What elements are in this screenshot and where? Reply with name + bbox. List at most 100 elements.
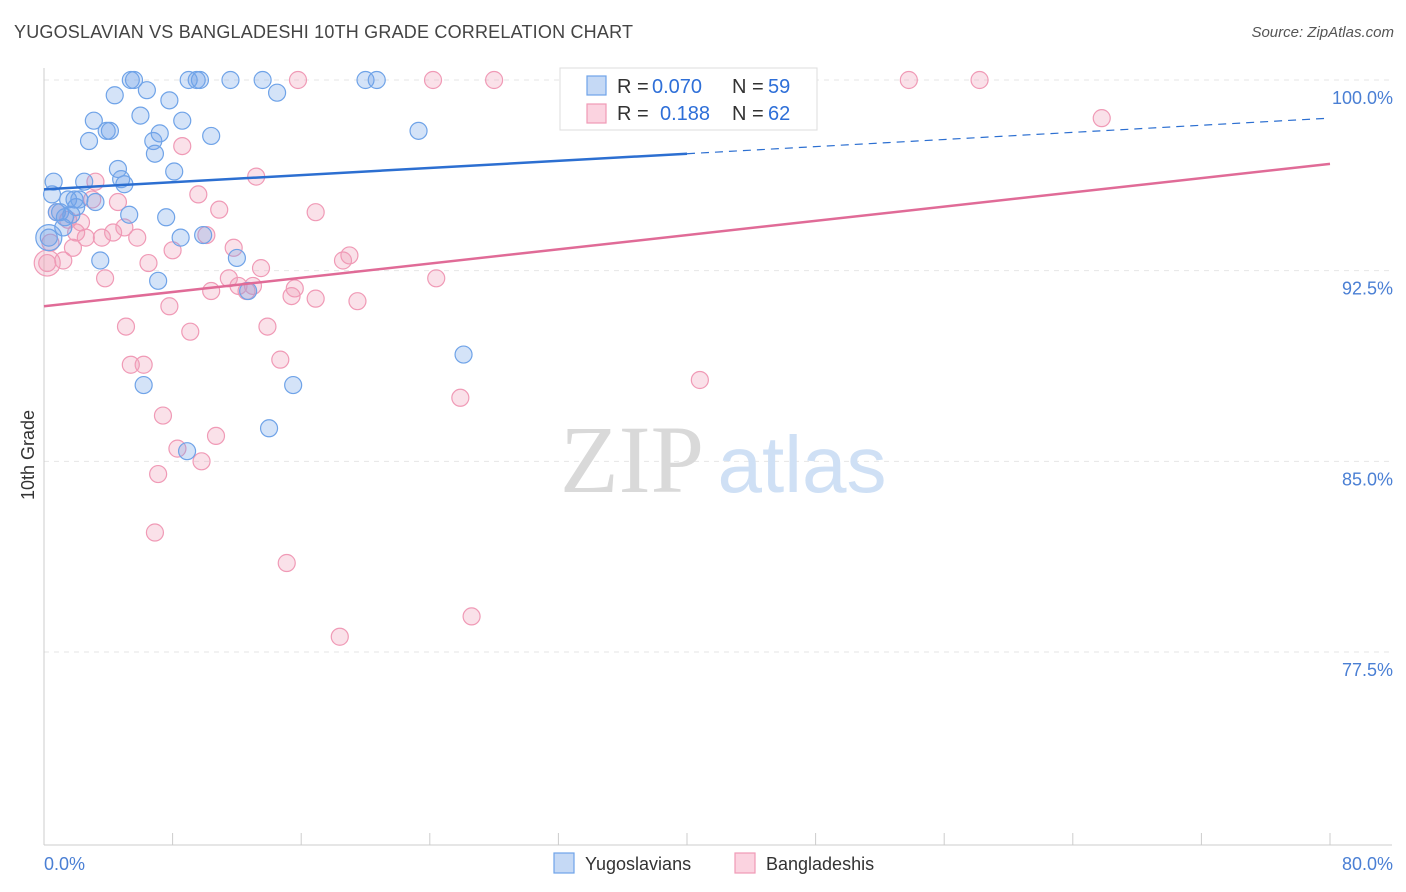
yugoslavian-point-53 [409,121,428,140]
axes [43,68,1392,846]
bangladeshi-point-54 [423,70,443,90]
y-tick-label-2: 92.5% [1342,279,1393,299]
yugoslavian-point-2 [44,172,63,191]
bangladeshi-point-21 [145,523,165,542]
bangladeshi-point-59 [690,370,709,390]
top-legend: R = 0.070 N = 59 R = 0.188 N = 62 [559,67,818,131]
bottom-legend-label-bangladeshis: Bangladeshis [766,854,874,874]
bangladeshi-point-29 [189,185,208,204]
bangladeshi-point-57 [462,607,481,626]
bangladeshi-point-11 [92,228,111,247]
bangladeshi-point-62 [1092,109,1111,128]
chart-source: Source: ZipAtlas.com [1251,24,1394,41]
chart-title: YUGOSLAVIAN VS BANGLADESHI 10TH GRADE CO… [14,22,634,42]
yugoslavian-trend-extension [686,117,1331,155]
bangladeshi-point-36 [224,238,243,257]
bangladeshi-point-5 [63,238,83,257]
yugoslavian-point-43 [202,126,221,146]
bangladeshi-point-52 [340,246,359,265]
bangladeshi-point-3 [54,251,73,270]
legend-n-label-blue: N = [732,76,764,98]
yugoslavian-trend-line [43,152,688,191]
bangladeshi-trend-line [43,162,1331,308]
yugoslavian-point-37 [173,111,192,130]
legend-r-label-pink: R = [617,103,649,125]
yugoslavian-point-9 [65,190,84,209]
yugoslavian-point-30 [145,144,165,163]
bangladeshi-point-13 [104,223,123,242]
yugoslavian-point-32 [150,124,169,143]
yugoslavian-point-48 [259,419,279,438]
yugoslavian-point-35 [165,162,184,181]
yugoslavian-point-28 [137,81,156,100]
y-tick-labels: 77.5% 85.0% 92.5% 100.0% [1332,88,1393,680]
y-tick-label-0: 77.5% [1342,660,1393,680]
x-tick-label-1: 80.0% [1342,854,1393,874]
yugoslavian-point-52 [367,70,386,90]
yugoslavian-point-31 [149,271,168,290]
yugoslavian-point-large [35,224,63,252]
yugoslavian-point-44 [221,70,240,90]
yugoslavian-point-14 [84,111,103,130]
bangladeshi-point-28 [181,322,200,341]
bangladeshi-point-46 [288,70,308,90]
bangladeshi-point-16 [116,317,136,336]
bangladeshi-point-44 [277,553,296,573]
bottom-legend-label-yugoslavians: Yugoslavians [585,854,691,874]
legend-swatch-blue [586,75,607,96]
bangladeshi-point-41 [251,259,271,278]
bangladeshi-point-43 [271,350,290,369]
bangladeshi-point-49 [306,203,325,222]
x-tick-label-0: 0.0% [44,854,85,874]
bangladeshi-point-9 [83,190,102,209]
legend-n-label-pink: N = [732,103,764,125]
grid-lines [44,79,1392,653]
bangladeshi-point-14 [108,192,128,212]
watermark-zip: ZIP [560,406,704,513]
yugoslavian-point-54 [454,345,473,364]
yugoslavian-point-50 [284,375,303,395]
bangladeshi-point-55 [427,269,446,288]
bottom-legend: Yugoslavians Bangladeshis [553,852,874,874]
yugoslavian-point-23 [120,205,139,224]
bangladeshi-point-27 [173,136,192,156]
bangladeshi-point-17 [121,355,140,374]
yugoslavian-point-19 [105,86,124,105]
yugoslavian-point-33 [157,208,176,227]
bottom-legend-swatch-pink [734,852,756,874]
yugoslavian-point-34 [160,91,179,110]
bangladeshi-point-32 [202,281,221,301]
x-tick-labels: 0.0% 80.0% [44,854,1393,874]
bangladeshi-point-61 [970,70,989,90]
yugoslavian-point-16 [91,251,110,270]
y-axis-label: 10th Grade [18,410,38,500]
bangladeshi-point-24 [160,297,179,316]
yugoslavian-point-38 [177,442,197,461]
yugoslavian-point-27 [134,375,153,395]
yugoslavian-point-45 [227,248,246,268]
y-tick-label-3: 100.0% [1332,88,1393,108]
yugoslavian-point-21 [112,170,131,189]
bangladeshi-points [33,70,1111,646]
yugoslavian-point-42 [194,225,213,245]
yugoslavian-point-41 [190,70,210,90]
bangladeshi-point-large [33,249,61,277]
yugoslavian-point-25 [124,70,144,90]
y-tick-label-1: 85.0% [1342,469,1393,489]
legend-swatch-pink [586,103,607,124]
bangladeshi-point-48 [306,289,325,308]
bangladeshi-point-8 [76,228,95,247]
yugoslavian-point-13 [79,131,99,151]
watermark: ZIP atlas [560,406,886,513]
bangladeshi-point-56 [451,388,470,407]
yugoslavian-point-15 [86,192,105,212]
yugoslavian-point-49 [267,83,287,102]
yugoslavian-point-11 [70,190,89,209]
yugoslavian-point-20 [108,159,128,179]
bangladeshi-point-42 [258,317,277,336]
bangladeshi-point-22 [149,464,168,484]
bangladeshi-point-60 [899,70,918,90]
yugoslavian-point-18 [100,121,120,140]
legend-n-value-pink: 62 [768,103,790,125]
